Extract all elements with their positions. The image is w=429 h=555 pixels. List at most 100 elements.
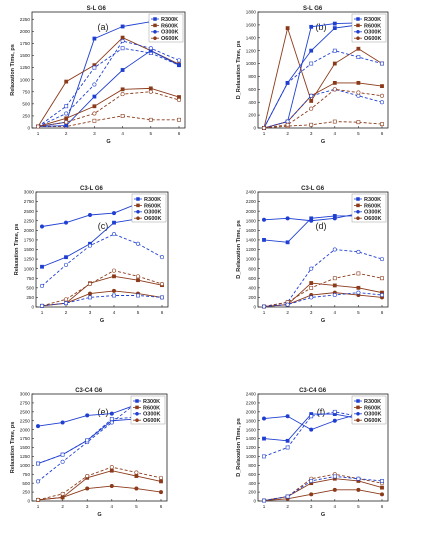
data-point [35,124,40,129]
legend-entry: R600K [364,405,381,411]
y-tick-label: 1800 [246,218,257,223]
y-tick-label: 2200 [246,199,257,204]
data-point [380,276,384,281]
y-axis-label: D_Relaxation Time, ps [236,220,242,279]
legend-swatch-marker [356,29,360,34]
x-tick-label: 1 [37,131,40,136]
x-axis-label: G [321,139,325,145]
data-point [356,93,361,98]
data-point [92,94,97,99]
y-tick-label: 1400 [246,238,257,243]
series-line-3 [38,115,179,128]
chart-panel-4: 0 250 500 750 1000 1250 1500 1750 2000 2250 2500 27… [10,388,168,518]
data-point [380,61,384,66]
x-tick-label: 5 [150,131,153,136]
data-point [262,238,266,242]
y-axis-label: Relaxation Time, ps [10,44,16,96]
legend-swatch-marker [153,29,157,34]
y-tick-label: 800 [248,266,256,271]
y-tick-label: 1500 [20,445,31,450]
legend-entry: O600K [143,418,160,424]
y-tick-label: 1000 [20,463,31,468]
data-point [85,438,90,443]
data-point [64,123,69,128]
data-point [40,264,44,269]
data-point [120,87,125,92]
data-point [109,411,114,416]
x-axis-label: G [321,512,325,518]
x-tick-label: 1 [41,310,44,315]
x-tick-label: 5 [357,504,360,509]
data-point [379,93,384,98]
data-point [92,111,97,116]
data-point [380,479,384,483]
data-point [109,484,114,489]
data-point [60,491,65,496]
y-axis-label: Relaxation Time, ps [10,422,16,474]
legend-entry: O300K [364,210,381,216]
series-line-3 [263,489,383,502]
data-point [148,117,153,122]
x-tick-label: 1 [263,131,266,136]
data-point [332,61,337,66]
series-line-5 [263,473,383,501]
data-point [379,293,384,298]
y-tick-label: 2250 [20,17,31,22]
y-tick-label: 500 [22,481,30,486]
data-point [64,262,69,267]
y-tick-label: 1750 [20,41,31,46]
y-tick-label: 1200 [246,48,257,53]
y-tick-label: 1800 [246,418,257,423]
x-tick-label: 4 [111,504,114,509]
y-tick-label: 1400 [246,35,257,40]
data-point [109,468,114,473]
panel-caption: (f) [317,407,326,417]
legend-entry: R600K [364,203,381,209]
y-tick-label: 750 [22,89,30,94]
x-tick-label: 6 [381,310,384,315]
x-axis-label: G [100,318,104,324]
y-tick-label: 1400 [246,436,257,441]
series-line-1 [41,275,163,307]
y-tick-label: 750 [22,472,30,477]
data-point [134,470,139,475]
data-point [309,61,314,66]
data-point [261,217,266,222]
legend-entry: R600K [143,405,160,411]
data-point [380,485,384,490]
data-point [309,99,314,103]
data-point [309,492,314,497]
data-point [356,249,361,254]
data-point [177,117,181,122]
legend-swatch-marker [135,405,139,410]
data-point [309,24,314,29]
data-point [309,48,314,53]
y-tick-label: 1000 [20,77,31,82]
data-point [109,420,114,425]
chart-panel-0: 0 250 500 750 1000 1250 1500 1750 2000 2250 1 2 3 4 5 6… [10,6,186,145]
data-point [285,216,290,221]
data-point [112,288,117,293]
data-point [88,295,92,300]
data-point [85,474,90,479]
data-point [332,247,337,252]
data-point [332,80,337,85]
data-point [309,218,314,223]
x-tick-label: 5 [137,310,140,315]
data-point [332,276,337,281]
data-point [356,80,361,85]
y-tick-label: 750 [26,276,34,281]
chart-title: C3-L G6 [301,186,325,192]
series-line-5 [37,87,180,127]
chart-title: S-L G6 [303,6,323,12]
data-point [134,486,139,491]
data-point [36,461,40,466]
x-tick-label: 2 [65,131,68,136]
data-point [332,48,337,53]
legend-swatch-marker [135,418,139,423]
y-tick-label: 200 [248,295,256,300]
data-point [60,452,65,457]
data-point [332,487,337,492]
data-point [109,417,114,421]
